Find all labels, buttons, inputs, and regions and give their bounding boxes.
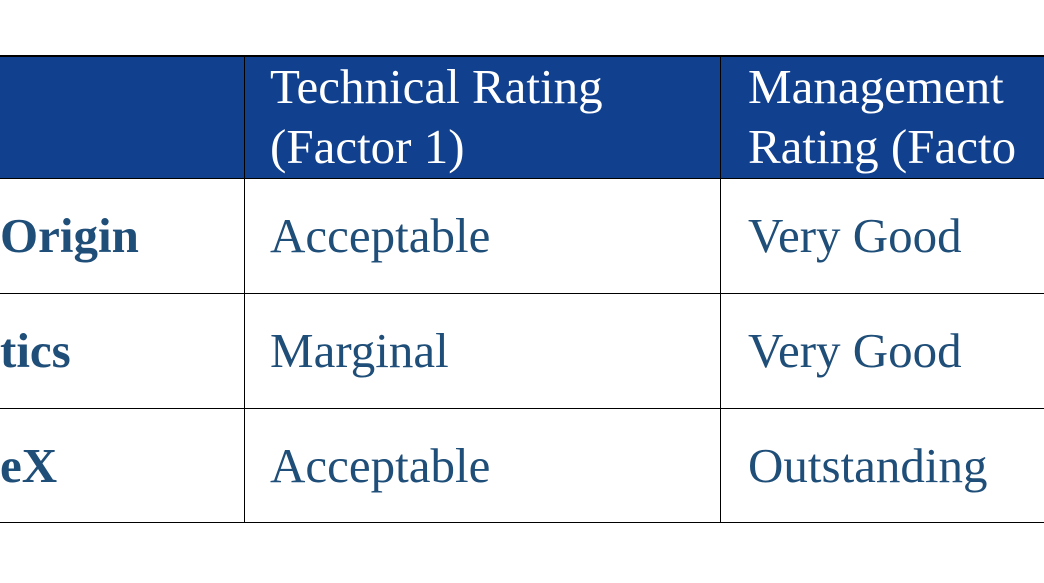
- row-label: eX: [0, 438, 58, 493]
- header-cell: Rating (Facto: [748, 119, 1017, 174]
- header-cell: (Factor 1): [270, 119, 465, 174]
- table-cell: Marginal: [270, 323, 449, 378]
- row-divider: [0, 522, 1044, 523]
- row-label: Origin: [0, 208, 139, 263]
- header-row: [0, 55, 1044, 178]
- header-cell: Management: [748, 59, 1004, 114]
- row-divider: [0, 178, 1044, 179]
- table-cell: Very Good: [748, 323, 962, 378]
- table-cell: Outstanding: [748, 438, 988, 493]
- table-cell: Acceptable: [270, 208, 491, 263]
- header-cell: Technical Rating: [270, 59, 603, 114]
- table-cell: Acceptable: [270, 438, 491, 493]
- column-divider: [244, 55, 245, 523]
- row-divider: [0, 293, 1044, 294]
- table-cell: Very Good: [748, 208, 962, 263]
- row-label: tics: [0, 323, 71, 378]
- column-divider: [720, 55, 721, 523]
- row-divider: [0, 408, 1044, 409]
